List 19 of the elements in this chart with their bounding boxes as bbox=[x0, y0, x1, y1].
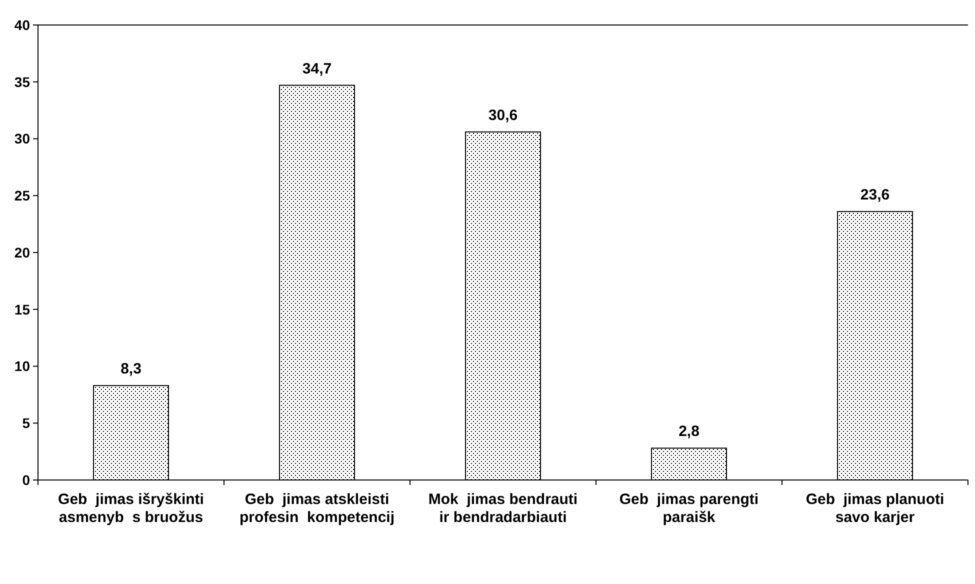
data-label: 2,8 bbox=[678, 423, 700, 440]
y-tick-label: 40 bbox=[14, 16, 30, 33]
x-tick-label: Mok jimas bendrauti ir bendradarbiauti bbox=[428, 491, 578, 526]
data-label: 34,7 bbox=[302, 60, 332, 78]
x-tick-label: Geb jimas atskleisti profesin kompetencij bbox=[239, 491, 395, 526]
x-tick-label: Geb jimas planuoti savo karjer bbox=[806, 491, 944, 526]
y-tick-label: 15 bbox=[14, 301, 30, 318]
y-tick-label: 20 bbox=[14, 244, 30, 260]
data-label: 23,6 bbox=[860, 186, 890, 204]
x-tick-label: Geb jimas išryškinti asmenyb s bruožus bbox=[58, 491, 204, 526]
data-label: 30,6 bbox=[488, 106, 518, 124]
y-tick-label: 25 bbox=[14, 188, 30, 204]
y-tick-label: 35 bbox=[14, 74, 30, 90]
y-tick-label: 10 bbox=[14, 358, 30, 374]
x-tick-label: Geb jimas parengti paraišk bbox=[619, 491, 759, 526]
data-label: 8,3 bbox=[120, 360, 142, 378]
y-tick-label: 30 bbox=[14, 130, 30, 147]
y-tick-label: 5 bbox=[22, 415, 30, 432]
y-tick-label: 0 bbox=[22, 472, 30, 488]
